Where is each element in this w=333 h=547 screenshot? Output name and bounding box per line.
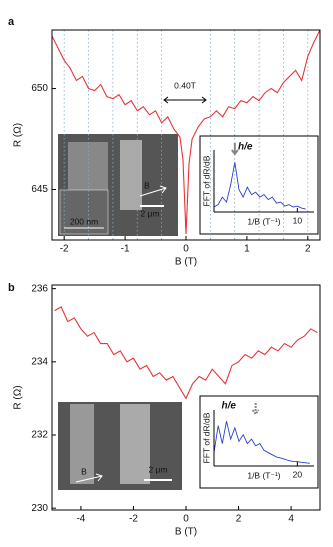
x-tick-label: 1 (244, 244, 250, 255)
data-line (54, 306, 318, 400)
x-axis-label: 1/B (T⁻¹) (247, 216, 280, 226)
field-arrow (139, 185, 167, 197)
y-tick-label: 234 (31, 356, 48, 367)
panel-label: b (8, 282, 15, 294)
annotation: B (144, 180, 150, 190)
period-arrow (163, 96, 207, 104)
data-line (213, 421, 310, 464)
panel-label: a (8, 16, 15, 28)
sem-contact (120, 404, 150, 484)
y-axis-label: R (Ω) (13, 123, 24, 147)
y-tick-label: 230 (31, 503, 48, 514)
peak-arrow (231, 143, 239, 156)
annotation: B (81, 466, 87, 476)
y-axis-label: R (Ω) (13, 385, 24, 409)
sem-contact (70, 404, 94, 484)
x-axis-label: B (T) (175, 257, 197, 268)
data-line (213, 162, 306, 210)
annotation: 200 nm (70, 216, 98, 226)
x-tick-label: -1 (121, 244, 130, 255)
sem-contact (120, 140, 142, 210)
peak-arrow (251, 403, 260, 416)
field-arrow (75, 473, 103, 483)
x-tick-label: 20 (293, 469, 303, 479)
x-tick-label: -4 (76, 514, 85, 525)
y-axis-label: FFT of dR/dB (201, 412, 211, 463)
x-tick-label: -2 (129, 514, 138, 525)
x-tick-label: 0 (183, 514, 189, 525)
x-axis-label: B (T) (175, 527, 197, 538)
annotation: 2 μm (140, 208, 159, 218)
x-tick-label: 2 (305, 244, 311, 255)
annotation: 0.40T (174, 80, 196, 90)
y-axis-label: FFT of dR/dB (201, 155, 211, 206)
x-tick-label: 0 (183, 244, 189, 255)
y-tick-label: 645 (31, 184, 48, 195)
x-tick-label: 4 (288, 514, 294, 525)
y-tick-label: 232 (31, 430, 48, 441)
x-axis-label: 1/B (T⁻¹) (247, 470, 280, 480)
y-tick-label: 650 (31, 83, 48, 94)
sem-zoom (59, 189, 109, 235)
annotation: 2 μm (148, 464, 167, 474)
inset-frame (199, 395, 319, 489)
annotation: h/e (222, 401, 237, 412)
y-tick-label: 236 (31, 283, 48, 294)
x-tick-label: -2 (60, 244, 69, 255)
x-tick-label: 2 (236, 514, 242, 525)
x-tick-label: 10 (293, 215, 303, 225)
annotation: h/e (238, 142, 253, 153)
data-line (51, 29, 321, 234)
